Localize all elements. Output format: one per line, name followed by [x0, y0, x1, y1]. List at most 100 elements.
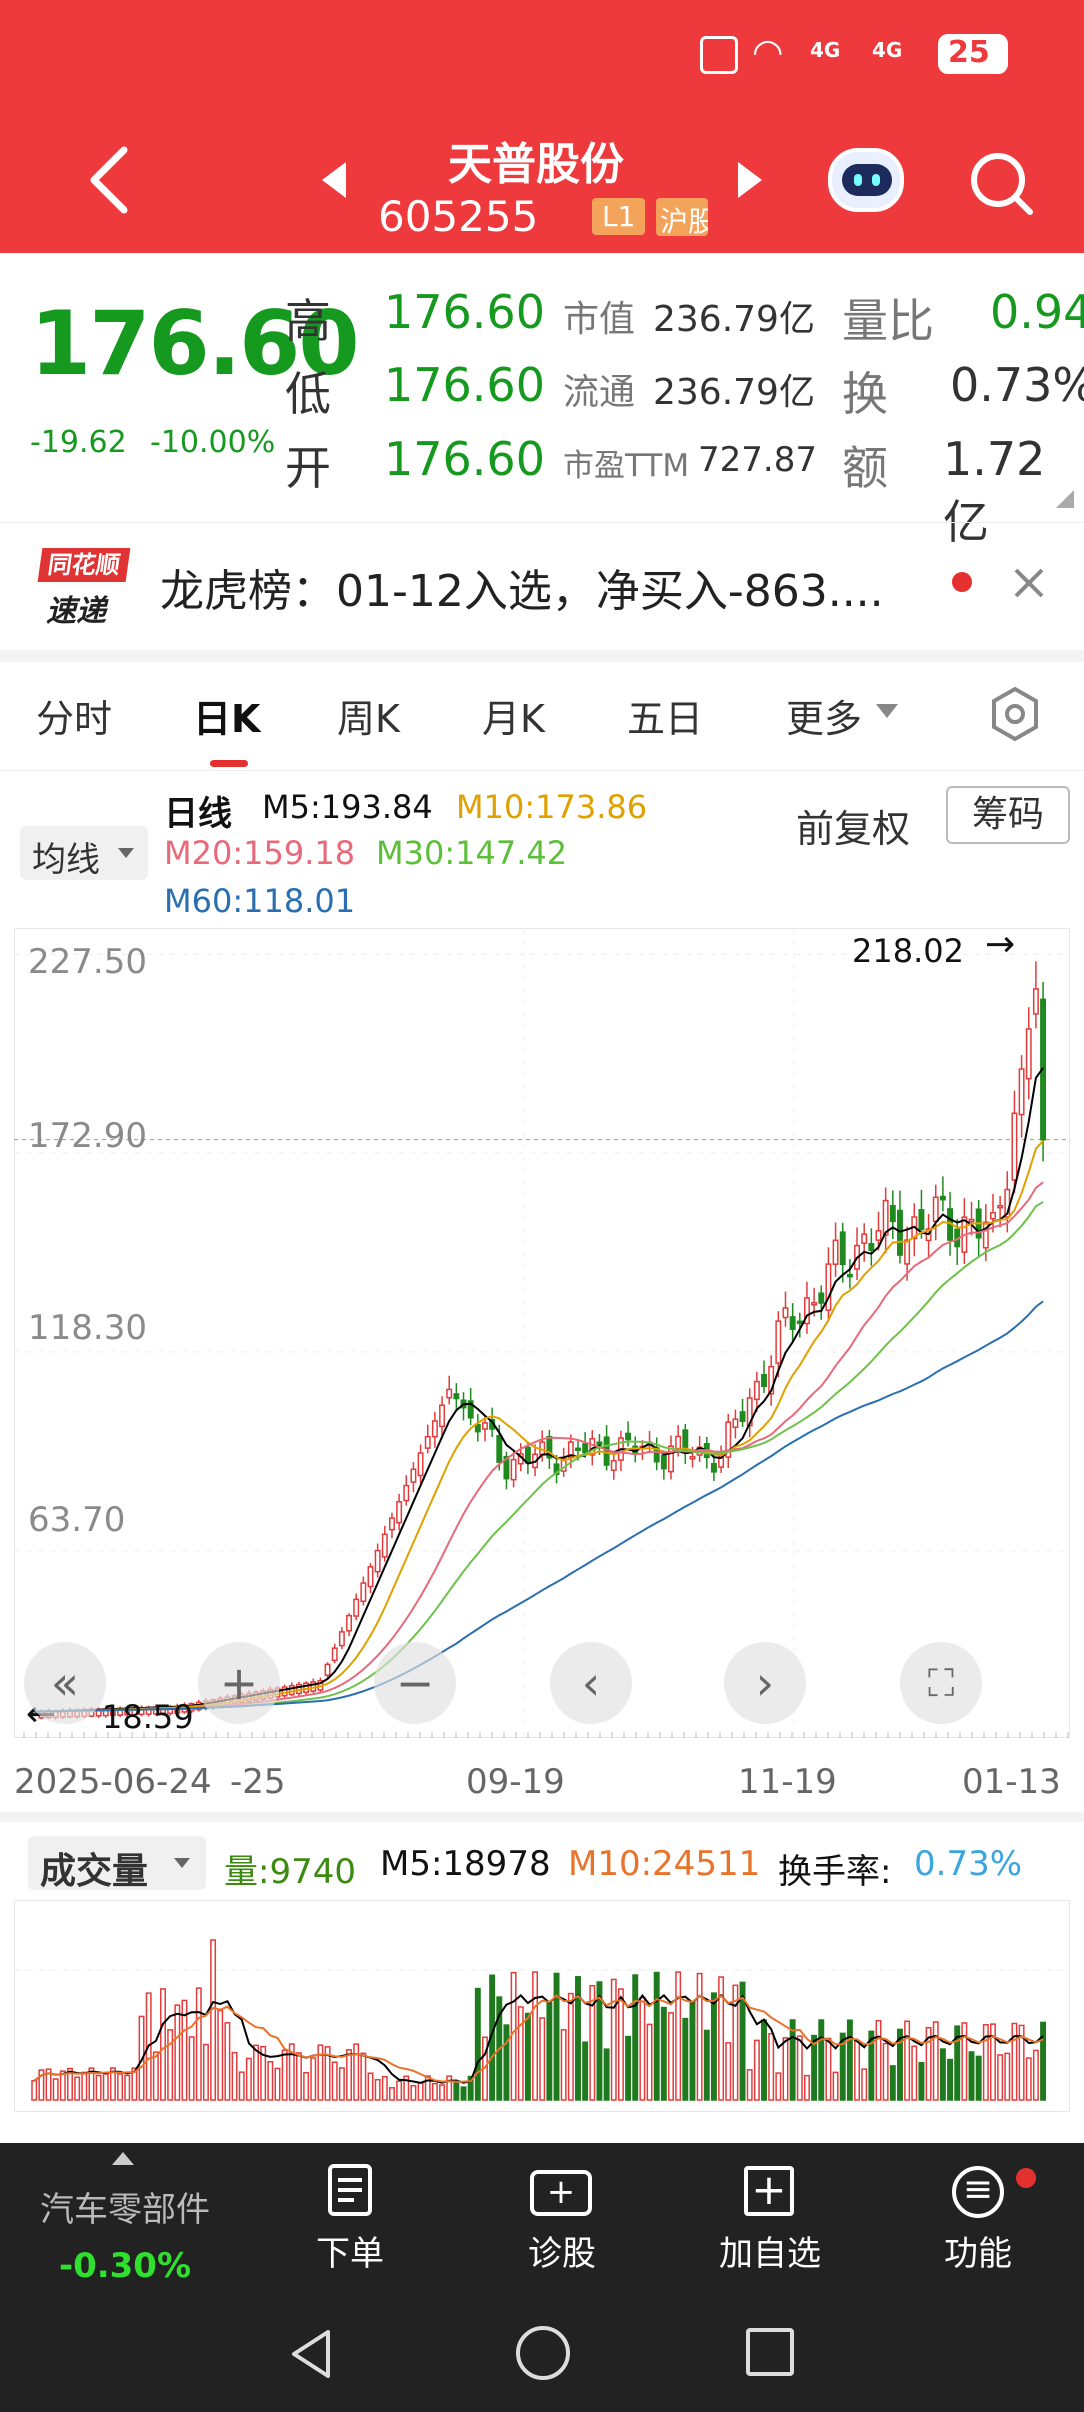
volume-bar: [610, 1978, 617, 2101]
ma-dropdown[interactable]: 均线: [20, 826, 148, 880]
tab-monthly-k[interactable]: 月K: [482, 697, 545, 741]
candle: [625, 1432, 632, 1441]
volume-bar: [117, 2073, 124, 2101]
back-button[interactable]: [80, 140, 140, 220]
volume-bar: [439, 2084, 446, 2101]
candle: [725, 1421, 732, 1458]
chart-settings-button[interactable]: [990, 686, 1040, 742]
volume-bar: [768, 2033, 775, 2101]
volume-bar: [181, 1999, 188, 2101]
candle: [446, 1388, 453, 1399]
add-watchlist-button[interactable]: 加自选: [719, 2234, 821, 2274]
next-candle-button[interactable]: ›: [724, 1642, 806, 1724]
zoom-out-button[interactable]: −: [374, 1642, 456, 1724]
volume-bar: [346, 2049, 353, 2101]
candle: [596, 1441, 603, 1445]
candle: [932, 1196, 939, 1223]
tab-more[interactable]: 更多: [786, 697, 863, 741]
volume-chart[interactable]: [14, 1900, 1070, 2112]
candle: [896, 1209, 903, 1256]
settings-hexagon-icon: [992, 686, 1038, 742]
adjust-button[interactable]: 前复权: [796, 807, 911, 851]
volume-bar: [38, 2069, 45, 2101]
divider: [0, 770, 1084, 771]
news-text[interactable]: 龙虎榜：01-12入选，净买入-863....: [160, 566, 884, 617]
function-button[interactable]: 功能: [944, 2234, 1012, 2274]
volume-bar: [281, 2049, 288, 2101]
volume-bar: [460, 2086, 467, 2101]
candle: [467, 1400, 474, 1419]
volume-bar: [632, 1974, 639, 2101]
pe-label: 市盈TTM: [563, 448, 690, 484]
prev-candle-button[interactable]: ‹: [550, 1642, 632, 1724]
nav-recents-button[interactable]: [746, 2328, 794, 2376]
volume-bar: [961, 2022, 968, 2101]
volume-bar: [224, 2022, 231, 2101]
volume-bar: [753, 2039, 760, 2101]
next-stock-button[interactable]: [738, 162, 762, 198]
candle: [803, 1297, 810, 1325]
expand-corner-icon[interactable]: [1056, 490, 1074, 508]
sector-name[interactable]: 汽车零部件: [40, 2190, 210, 2230]
volume-bar: [1025, 2057, 1032, 2101]
candle: [1011, 1112, 1018, 1181]
search-icon: [971, 153, 1033, 215]
diagnose-button[interactable]: 诊股: [528, 2234, 596, 2274]
assistant-robot-icon[interactable]: [828, 148, 904, 212]
volume-bar: [932, 2021, 939, 2101]
volume-bar: [560, 2029, 567, 2101]
volume-bar: [832, 2071, 839, 2101]
volume-bar: [303, 2071, 310, 2101]
candle: [982, 1221, 989, 1249]
candle: [403, 1484, 410, 1502]
volume-dropdown-label: 成交量: [40, 1851, 149, 1892]
tab-intraday[interactable]: 分时: [36, 697, 113, 741]
volume-bar: [896, 2028, 903, 2101]
volume-bar: [59, 2070, 66, 2101]
tab-daily-k[interactable]: 日K: [193, 697, 261, 741]
news-close-button[interactable]: [1010, 564, 1050, 604]
robot-eye-left: [854, 174, 862, 186]
volume-bar: [653, 1971, 660, 2101]
tab-five-day[interactable]: 五日: [627, 697, 704, 741]
scroll-left-button[interactable]: «: [24, 1642, 106, 1724]
prev-stock-button[interactable]: [322, 162, 346, 198]
volume-bar: [503, 2024, 510, 2101]
news-logo-top: 同花顺: [37, 548, 131, 582]
candle: [675, 1435, 682, 1450]
chart-frame: [14, 928, 1070, 1738]
volume-bar: [818, 2019, 825, 2101]
candle: [739, 1411, 746, 1422]
candle: [367, 1566, 374, 1588]
zoom-in-button[interactable]: +: [198, 1642, 280, 1724]
nav-home-button[interactable]: [516, 2326, 570, 2380]
chips-button[interactable]: 筹码: [946, 786, 1070, 844]
volume-bar: [603, 2048, 610, 2101]
candle: [610, 1459, 617, 1471]
fullscreen-button[interactable]: ⛶: [900, 1642, 982, 1724]
volume-ma5-line: [33, 1993, 1044, 2084]
volume-bar: [331, 2061, 338, 2101]
price-change-pct: -10.00%: [150, 425, 276, 460]
candle: [1018, 1068, 1025, 1116]
volume-bar: [102, 2073, 109, 2101]
candle: [939, 1195, 946, 1201]
search-button[interactable]: [966, 148, 1036, 218]
ma10-value: M10:173.86: [456, 788, 648, 826]
volume-dropdown[interactable]: 成交量: [28, 1836, 206, 1892]
candle: [875, 1230, 882, 1241]
candlestick-chart[interactable]: [14, 928, 1070, 1738]
tab-weekly-k[interactable]: 周K: [337, 697, 400, 741]
volume-bar: [260, 2045, 267, 2101]
nav-back-button[interactable]: [286, 2326, 336, 2382]
candle: [997, 1204, 1004, 1209]
current-price: 176.60: [30, 292, 360, 395]
y-tick-label: 227.50: [28, 942, 147, 982]
volume-bar: [1040, 2021, 1047, 2101]
sector-change: -0.30%: [58, 2246, 192, 2286]
volume-bar: [417, 2082, 424, 2101]
volume-bar: [596, 1981, 603, 2101]
candle: [789, 1316, 796, 1330]
candle: [353, 1598, 360, 1617]
order-button[interactable]: 下单: [316, 2234, 384, 2274]
